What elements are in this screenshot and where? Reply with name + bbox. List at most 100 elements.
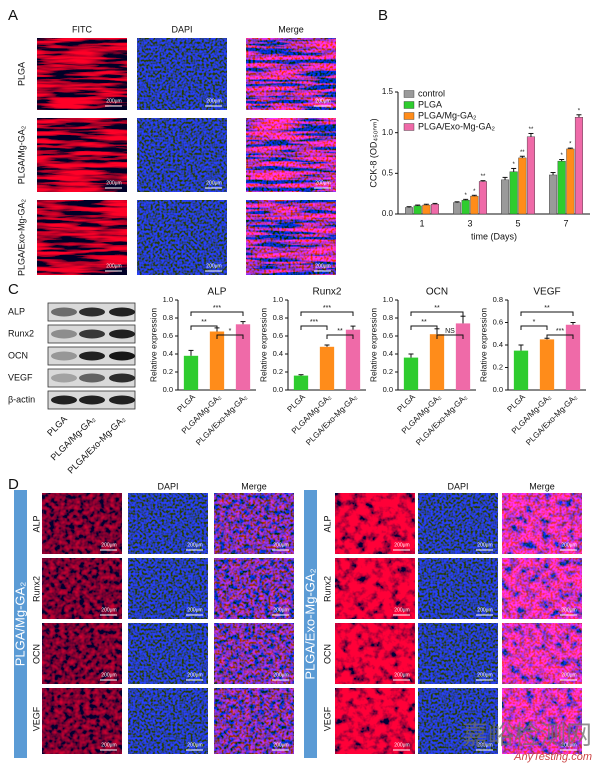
- scale-bar-label: 200μm: [273, 607, 288, 613]
- bar: [565, 324, 581, 390]
- scale-bar-label: 200μm: [101, 742, 116, 748]
- bar: [319, 346, 335, 390]
- scale-bar-label: 200μm: [106, 263, 121, 269]
- significance-label: **: [421, 319, 427, 326]
- y-axis-label: CCK-8 (OD₄₅₀ₙₘ): [368, 118, 378, 187]
- bar: [430, 204, 439, 215]
- significance-label: *: [473, 189, 476, 195]
- micrograph-texture: [42, 558, 122, 619]
- group-bar: [14, 490, 27, 758]
- row-label: PLGA/Mg-GA₂: [16, 125, 26, 184]
- micrograph-texture: [418, 623, 498, 684]
- watermark: 嘉峪检测网: [462, 720, 592, 750]
- row-label: OCN: [322, 644, 332, 664]
- scale-bar-label: 200μm: [101, 542, 116, 548]
- bar: [566, 148, 575, 215]
- significance-label: ***: [213, 305, 221, 312]
- significance-label: ***: [310, 319, 318, 326]
- significance-label: **: [481, 174, 486, 180]
- significance-label: NS: [445, 328, 455, 335]
- bar: [478, 181, 487, 215]
- chart-title: VEGF: [533, 287, 560, 298]
- y-tick-label: 0.0: [383, 385, 393, 394]
- micrograph-texture: [128, 558, 208, 619]
- micrograph-texture: [418, 493, 498, 554]
- bar: [422, 204, 431, 215]
- significance-bracket: [520, 325, 548, 330]
- significance-bracket: [190, 325, 218, 330]
- significance-bracket: [436, 334, 464, 339]
- significance-bracket: [216, 334, 244, 339]
- micrograph-texture: [128, 688, 208, 754]
- micrograph-texture: [37, 38, 127, 110]
- y-tick-label: 0.4: [273, 349, 283, 358]
- blot-band: [79, 373, 105, 383]
- micrograph-texture: [335, 493, 415, 554]
- scale-bar-label: 200μm: [101, 607, 116, 613]
- scale-bar-label: 200μm: [477, 672, 492, 678]
- chart-title: Runx2: [313, 287, 342, 298]
- protein-label: β-actin: [8, 394, 35, 404]
- scale-bar-label: 200μm: [206, 180, 221, 186]
- scale-bar-label: 200μm: [477, 607, 492, 613]
- micrograph-texture: [137, 38, 227, 110]
- x-axis-label: time (Days): [471, 231, 517, 241]
- blot-band: [109, 351, 135, 361]
- micrograph-texture: [246, 38, 336, 110]
- bar: [453, 202, 462, 215]
- y-tick-label: 0.2: [163, 367, 173, 376]
- legend-swatch: [403, 90, 415, 98]
- micrograph-texture: [418, 558, 498, 619]
- protein-label: Runx2: [8, 328, 34, 338]
- scale-bar-label: 200μm: [187, 672, 202, 678]
- y-axis-label: Relative expression: [368, 308, 378, 382]
- significance-label: **: [337, 328, 343, 335]
- y-tick-label: 0.5: [382, 168, 394, 177]
- row-label: VEGF: [31, 706, 41, 731]
- y-tick-label: 0.2: [273, 367, 283, 376]
- chart-title: OCN: [426, 287, 448, 298]
- panel-label: D: [8, 476, 19, 493]
- scale-bar-label: 200μm: [394, 542, 409, 548]
- row-label: PLGA/Exo-Mg-GA₂: [16, 198, 26, 276]
- micrograph-texture: [42, 493, 122, 554]
- significance-label: **: [544, 305, 550, 312]
- legend-label: PLGA: [418, 99, 442, 109]
- y-tick-label: 0.4: [493, 340, 503, 349]
- scale-bar-label: 200μm: [273, 742, 288, 748]
- protein-label: OCN: [8, 350, 28, 360]
- micrograph-texture: [502, 688, 582, 754]
- blot-band: [79, 329, 105, 339]
- scale-bar-label: 200μm: [106, 98, 121, 104]
- micrograph-texture: [214, 558, 294, 619]
- bar: [455, 323, 471, 390]
- significance-label: *: [465, 193, 468, 199]
- legend-swatch: [403, 123, 415, 131]
- x-tick-label: 5: [515, 218, 520, 228]
- group-bar: [304, 490, 317, 758]
- y-tick-label: 1.0: [273, 295, 283, 304]
- micrograph-texture: [335, 558, 415, 619]
- scale-bar-label: 200μm: [315, 180, 330, 186]
- group-label: PLGA/Mg-GA₂: [12, 582, 27, 667]
- micrograph-texture: [418, 688, 498, 754]
- scale-bar-label: 200μm: [101, 672, 116, 678]
- legend-swatch: [403, 112, 415, 120]
- micrograph-texture: [246, 200, 336, 275]
- bar: [293, 375, 309, 390]
- bar: [413, 205, 422, 215]
- micrograph-texture: [502, 493, 582, 554]
- y-tick-label: 0.6: [273, 331, 283, 340]
- blot-band: [79, 307, 105, 317]
- y-tick-label: 1.0: [382, 128, 394, 137]
- column-header: DAPI: [447, 481, 468, 491]
- significance-label: ***: [556, 328, 564, 335]
- row-label: Runx2: [31, 576, 41, 602]
- group-label: PLGA/Exo-Mg-GA₂: [302, 568, 317, 679]
- y-tick-label: 0.6: [163, 331, 173, 340]
- bar: [557, 160, 566, 215]
- micrograph-texture: [137, 200, 227, 275]
- bar: [429, 334, 445, 390]
- micrograph-texture: [214, 688, 294, 754]
- blot-band: [109, 373, 135, 383]
